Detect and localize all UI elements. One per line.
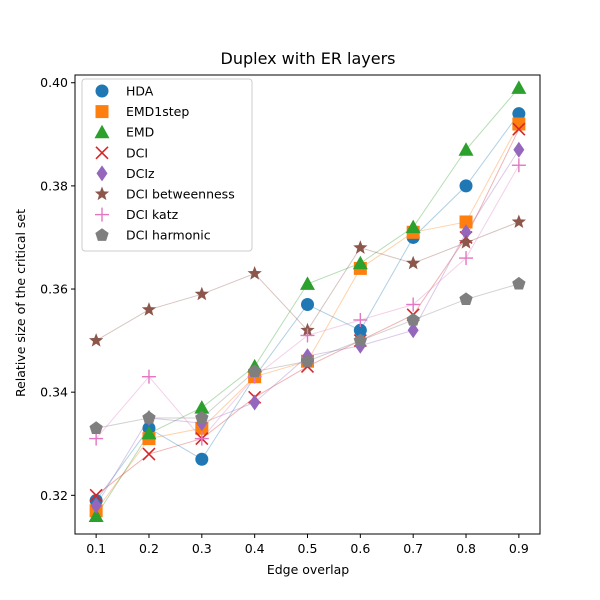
data-point-4-7 [460,224,472,241]
data-point-4-8 [513,141,525,158]
x-axis-label: Edge overlap [267,562,349,577]
y-tick-label-3: 0.38 [40,178,68,193]
legend-label-5: DCI betweenness [126,187,235,202]
data-point-5-8 [511,214,526,229]
data-point-0-2 [195,452,209,466]
data-point-7-7 [459,292,473,306]
data-point-6-5 [353,312,368,327]
data-point-2-1 [141,425,157,440]
data-point-5-7 [458,235,474,249]
data-point-0-8 [512,107,526,121]
x-tick-label-6: 0.7 [403,541,423,556]
data-point-2-4 [300,276,315,290]
data-point-7-1 [142,410,156,424]
data-point-6-4 [300,328,315,343]
data-point-4-0 [90,497,102,514]
data-point-2-2 [194,400,210,414]
legend-label-1: EMD1step [126,104,189,119]
data-point-5-3 [247,266,262,280]
legend-marker-3 [95,146,109,160]
x-tick-label-5: 0.6 [350,541,370,556]
data-point-5-6 [406,255,421,270]
legend-marker-6 [95,207,109,222]
data-point-3-0 [89,488,103,502]
data-point-0-7 [459,179,473,193]
y-tick-label-2: 0.36 [40,282,68,297]
legend-marker-7 [95,228,109,241]
legend-label-6: DCI katz [126,207,179,222]
legend-marker-2 [94,124,110,139]
legend-label-2: EMD [126,125,154,140]
x-tick-label-0: 0.1 [86,541,106,556]
data-point-4-6 [407,322,419,339]
legend: HDA EMD1step EMD DCI DCIz DCI betweenness DCI … [81,78,253,252]
legend-box [81,78,253,252]
data-point-1-8 [512,117,526,131]
data-point-7-5 [353,333,367,347]
chart-title: Duplex with ER layers [221,49,396,68]
plot-area: 0.1 0.2 0.3 0.4 0.5 0.6 0.7 0.8 0.9 0.32 0.34 0.36 0… [40,74,541,556]
legend-label-0: HDA [126,84,154,99]
data-point-2-6 [405,219,421,234]
data-point-2-5 [352,255,368,270]
y-axis-label: Relative size of the critical set [13,209,28,397]
legend-marker-0 [95,84,109,98]
y-tick-label-1: 0.34 [40,385,68,400]
data-point-2-7 [458,142,474,156]
data-point-7-2 [195,410,209,424]
data-point-3-8 [512,122,526,136]
data-point-7-3 [248,364,262,378]
data-point-5-0 [89,333,104,347]
x-tick-label-7: 0.8 [456,541,476,556]
legend-label-3: DCI [126,145,148,160]
data-point-4-3 [249,394,261,411]
x-tick-label-2: 0.3 [192,541,212,556]
x-tick-label-8: 0.9 [509,541,529,556]
data-point-2-8 [511,80,527,94]
data-point-7-6 [406,312,420,326]
data-point-5-2 [194,286,209,301]
data-point-5-1 [141,302,157,316]
data-point-6-1 [141,369,156,384]
data-point-1-7 [459,215,473,229]
data-point-0-5 [353,323,367,337]
y-tick-label-4: 0.40 [40,75,68,90]
legend-marker-1 [95,105,109,119]
data-point-7-4 [300,354,315,367]
data-point-5-5 [353,240,368,254]
x-tick-label-3: 0.4 [245,541,265,556]
y-tick-label-0: 0.32 [40,488,68,503]
data-point-6-7 [459,251,474,266]
data-point-7-0 [89,421,103,434]
legend-label-4: DCIz [126,166,155,181]
data-point-3-1 [142,447,156,461]
data-point-6-2 [194,431,209,446]
legend-label-7: DCI harmonic [126,228,211,243]
legend-marker-4 [96,165,108,182]
data-point-0-4 [301,298,314,311]
data-point-6-8 [511,158,526,173]
x-tick-label-4: 0.5 [298,541,318,556]
data-point-6-6 [406,297,421,312]
legend-marker-5 [94,186,110,201]
data-point-2-0 [88,508,104,522]
data-point-7-8 [512,276,526,290]
x-tick-label-1: 0.2 [139,541,159,556]
